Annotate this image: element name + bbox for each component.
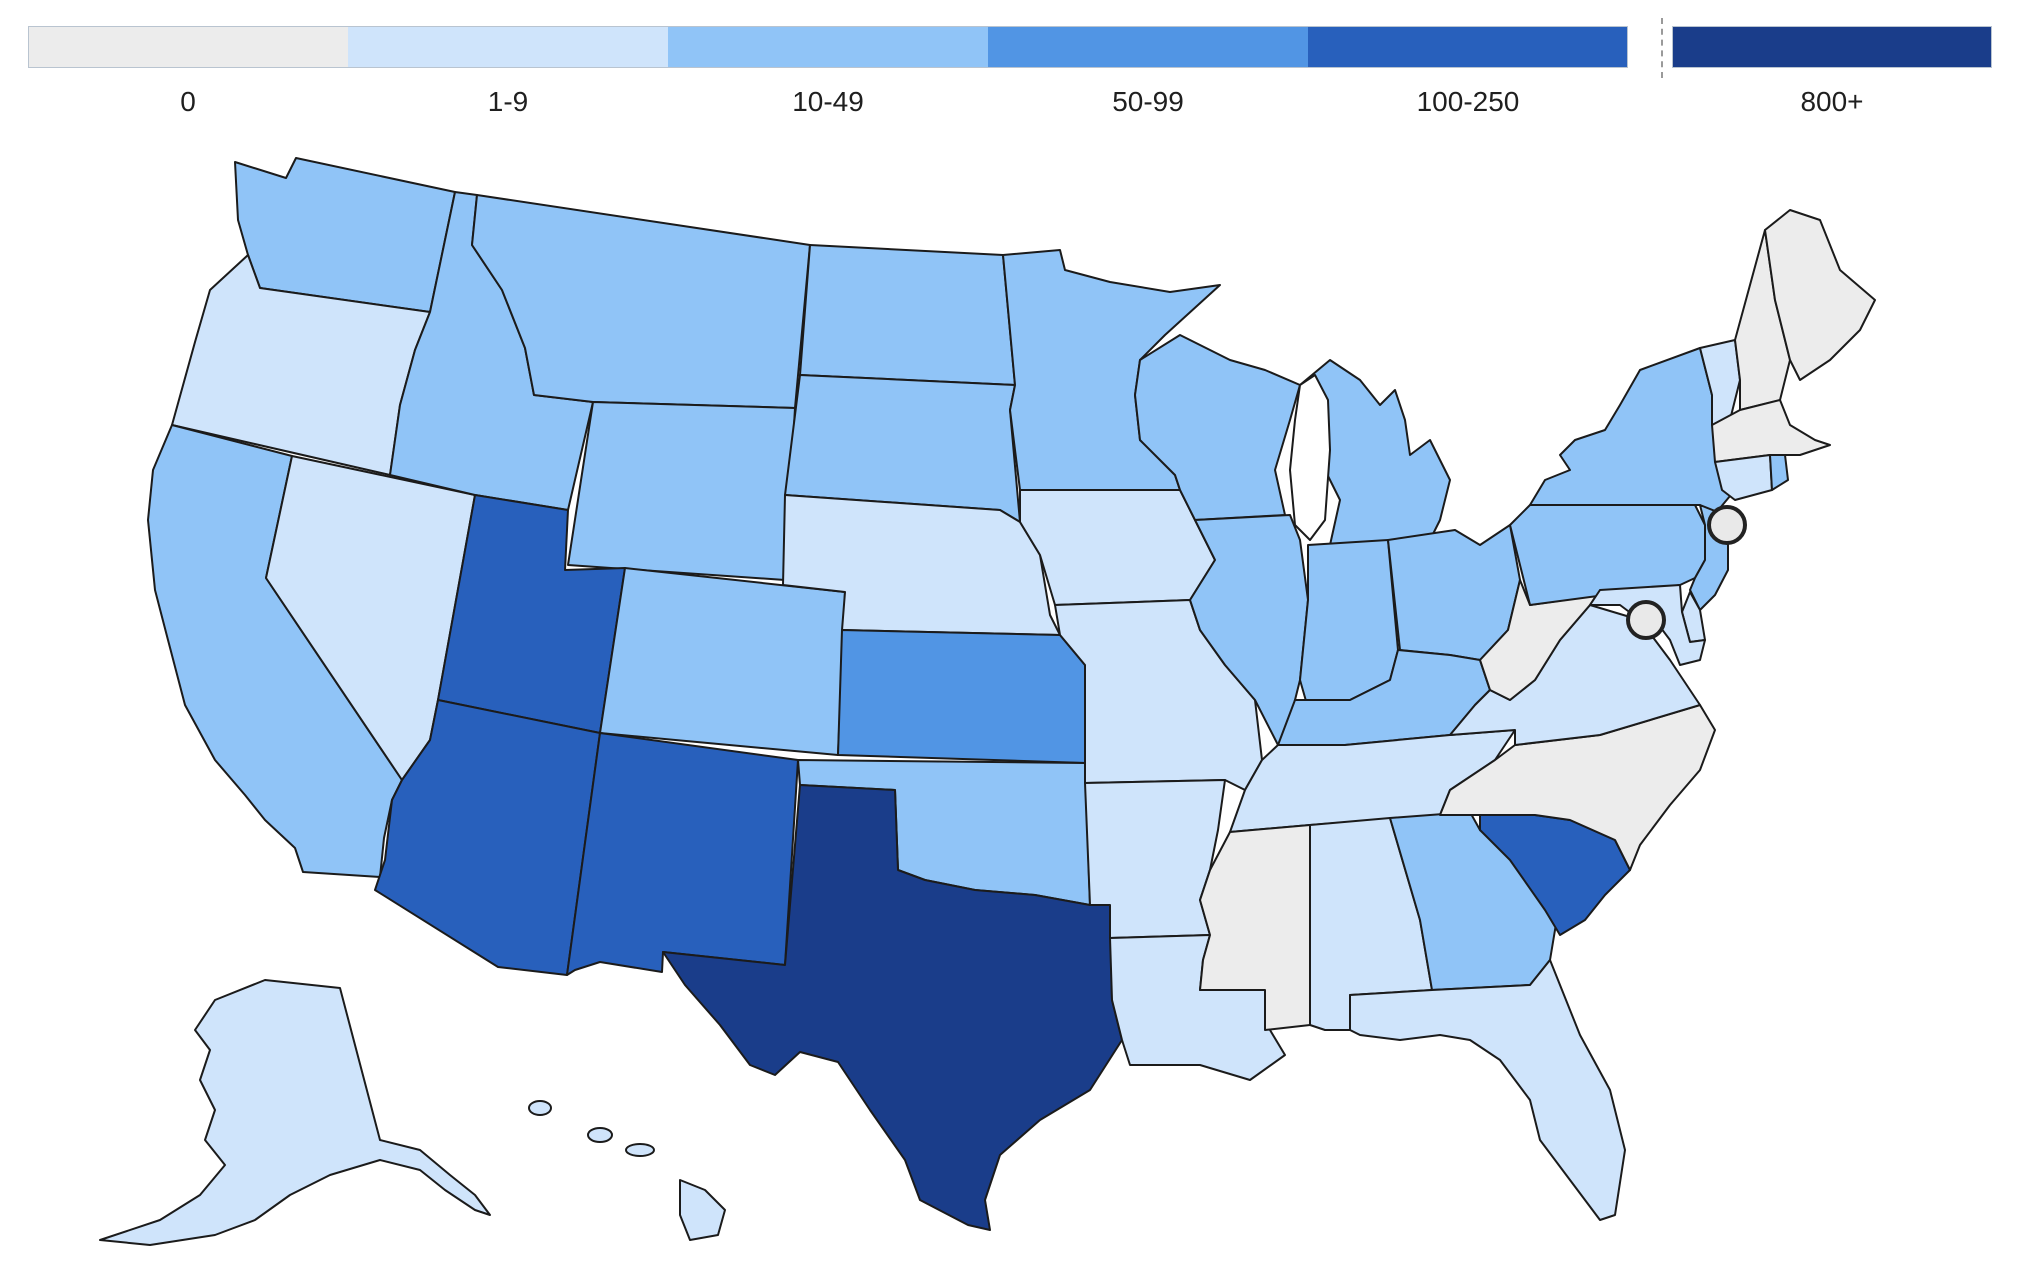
state-nm[interactable] [566, 732, 799, 976]
state-ne[interactable] [782, 494, 1061, 636]
legend-item-800-plus: 800+ [1672, 26, 1992, 117]
state-ny[interactable] [1529, 347, 1736, 521]
lake-michigan [1289, 374, 1331, 541]
state-wi[interactable] [1134, 334, 1301, 521]
state-ri[interactable] [1769, 454, 1789, 491]
state-me[interactable] [1764, 209, 1876, 381]
state-hi-island [528, 1100, 552, 1116]
state-hi[interactable] [679, 1179, 726, 1241]
legend: 0 1-9 10-49 50-99 100-250 800+ [0, 0, 2020, 130]
state-nd[interactable] [799, 244, 1016, 386]
state-ia[interactable] [1019, 489, 1216, 606]
legend-swatch [28, 26, 348, 68]
state-ct[interactable] [1714, 454, 1773, 501]
state-md[interactable] [1589, 584, 1706, 666]
state-co[interactable] [599, 567, 846, 756]
legend-item-0: 0 [28, 26, 348, 117]
legend-swatch [988, 26, 1308, 68]
state-nc[interactable] [1439, 704, 1716, 871]
legend-swatch [348, 26, 668, 68]
legend-item-1-9: 1-9 [348, 26, 668, 117]
legend-divider [1661, 18, 1663, 78]
legend-label: 50-99 [1112, 86, 1184, 117]
legend-item-100-250: 100-250 [1308, 26, 1628, 117]
legend-item-50-99: 50-99 [988, 26, 1308, 117]
state-wy[interactable] [567, 401, 796, 581]
state-mi[interactable] [1299, 359, 1451, 546]
legend-label: 800+ [1800, 86, 1864, 117]
marker-dc[interactable] [1626, 600, 1666, 640]
state-hi-island [587, 1127, 613, 1143]
legend-label: 100-250 [1416, 86, 1520, 117]
state-ks[interactable] [837, 629, 1086, 764]
legend-swatch [1672, 26, 1992, 68]
state-ga[interactable] [1389, 811, 1561, 991]
state-hi-island [625, 1143, 655, 1157]
legend-swatch [668, 26, 988, 68]
legend-label: 0 [180, 86, 196, 117]
legend-swatch [1308, 26, 1628, 68]
legend-item-10-49: 10-49 [668, 26, 988, 117]
state-ak[interactable] [99, 979, 491, 1246]
legend-label: 10-49 [792, 86, 864, 117]
us-map [99, 157, 1876, 1246]
legend-label: 1-9 [487, 86, 529, 117]
marker-nyc[interactable] [1707, 505, 1747, 545]
state-fl[interactable] [1349, 959, 1626, 1221]
state-tx[interactable] [662, 784, 1123, 1231]
